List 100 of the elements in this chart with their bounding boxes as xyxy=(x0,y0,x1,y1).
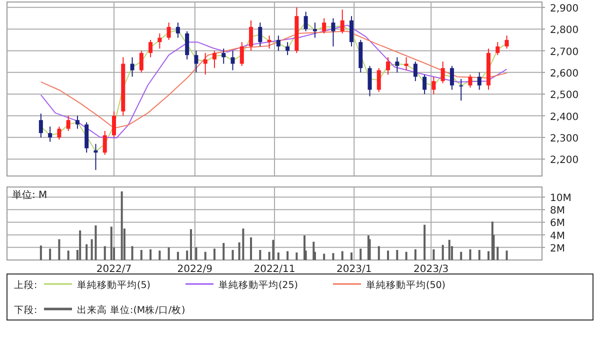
candlestick xyxy=(404,56,408,71)
y-tick-label: 2M xyxy=(550,243,565,254)
bar xyxy=(478,250,480,260)
x-tick-label: 2023/3 xyxy=(413,264,449,275)
bar xyxy=(488,251,490,260)
candlestick xyxy=(38,113,43,138)
y-tick-label: 2,300 xyxy=(550,133,579,144)
candlestick xyxy=(386,56,390,76)
bar xyxy=(58,239,60,260)
bar xyxy=(332,253,334,260)
candlestick xyxy=(312,22,317,38)
candlestick xyxy=(249,20,254,52)
x-tick-label: 2022/7 xyxy=(96,264,132,275)
bar xyxy=(272,240,274,260)
bar xyxy=(414,249,416,260)
bar xyxy=(232,250,234,260)
candlestick xyxy=(477,72,482,90)
candlestick xyxy=(102,130,107,156)
bar xyxy=(405,252,408,260)
bar xyxy=(387,250,390,260)
candlestick xyxy=(267,35,272,50)
candlestick xyxy=(230,50,235,71)
legend-label: 単純移動平均(25) xyxy=(218,279,298,291)
candlestick xyxy=(203,52,208,76)
bar xyxy=(40,246,42,260)
x-tick-label: 2022/11 xyxy=(254,264,296,275)
legend-label: 単純移動平均(5) xyxy=(77,279,150,291)
candlestick xyxy=(440,61,445,84)
bar xyxy=(350,252,352,260)
candlestick xyxy=(75,115,80,130)
candlestick xyxy=(450,65,454,90)
bar xyxy=(496,246,499,260)
bar xyxy=(110,226,112,260)
bar xyxy=(368,239,371,260)
bar xyxy=(460,252,462,260)
bar xyxy=(448,240,450,260)
bar xyxy=(424,224,426,260)
bar xyxy=(250,237,252,260)
candlestick xyxy=(496,42,500,56)
annotation: 単位: M xyxy=(12,189,48,201)
candlestick xyxy=(240,42,244,66)
y-tick-label: 4M xyxy=(550,230,565,242)
bar xyxy=(341,251,344,260)
bar xyxy=(120,191,123,260)
bar xyxy=(242,228,244,260)
bar xyxy=(158,250,161,260)
candlestick xyxy=(432,76,436,95)
candlestick xyxy=(212,50,216,69)
candlestick xyxy=(459,78,464,102)
bar xyxy=(168,247,170,260)
candlestick xyxy=(304,11,308,32)
candlestick xyxy=(139,50,144,73)
bar xyxy=(296,252,298,260)
bar xyxy=(222,243,225,260)
candlestick xyxy=(331,18,336,47)
bar xyxy=(323,254,326,260)
legend-title: 上段: xyxy=(14,279,38,291)
candlestick xyxy=(276,35,280,52)
bar xyxy=(469,249,472,260)
bar xyxy=(140,250,142,260)
candlestick xyxy=(185,30,190,60)
candlestick xyxy=(322,18,326,34)
candlestick xyxy=(222,48,226,64)
x-tick-label: 2022/9 xyxy=(177,264,212,275)
candlestick xyxy=(158,32,162,50)
bar xyxy=(49,248,52,260)
bar xyxy=(79,230,82,260)
candlestick xyxy=(176,22,180,38)
bar xyxy=(86,244,88,260)
candlestick xyxy=(504,35,509,50)
candlestick xyxy=(166,22,171,40)
bar xyxy=(104,246,106,260)
candlestick xyxy=(395,56,400,73)
candlestick xyxy=(258,22,262,47)
y-tick-label: 2,200 xyxy=(550,155,579,166)
bar xyxy=(176,252,179,260)
bar xyxy=(277,252,280,260)
bar xyxy=(150,249,152,260)
candlestick xyxy=(84,122,89,154)
candlestick xyxy=(48,126,52,142)
y-tick-label: 6M xyxy=(550,218,565,230)
candlestick xyxy=(422,74,427,95)
candlestick xyxy=(349,16,354,47)
candlestick xyxy=(130,56,134,78)
bar xyxy=(286,251,289,260)
bar xyxy=(259,250,262,260)
y-tick-label: 2,400 xyxy=(550,112,579,123)
candlestick xyxy=(286,42,290,56)
y-tick-label: 2,900 xyxy=(550,3,579,14)
y-tick-label: 8M xyxy=(550,206,565,217)
legend-label: 出来高 単位:(M株/口/枚) xyxy=(77,304,186,316)
bar xyxy=(190,229,192,260)
candlestick xyxy=(368,65,372,97)
candlestick xyxy=(413,61,418,82)
candlestick xyxy=(66,115,70,132)
bar xyxy=(304,235,306,260)
bar xyxy=(195,247,198,260)
candlestick xyxy=(57,126,62,140)
y-tick-label: 2,600 xyxy=(550,68,579,80)
bar xyxy=(94,225,97,260)
